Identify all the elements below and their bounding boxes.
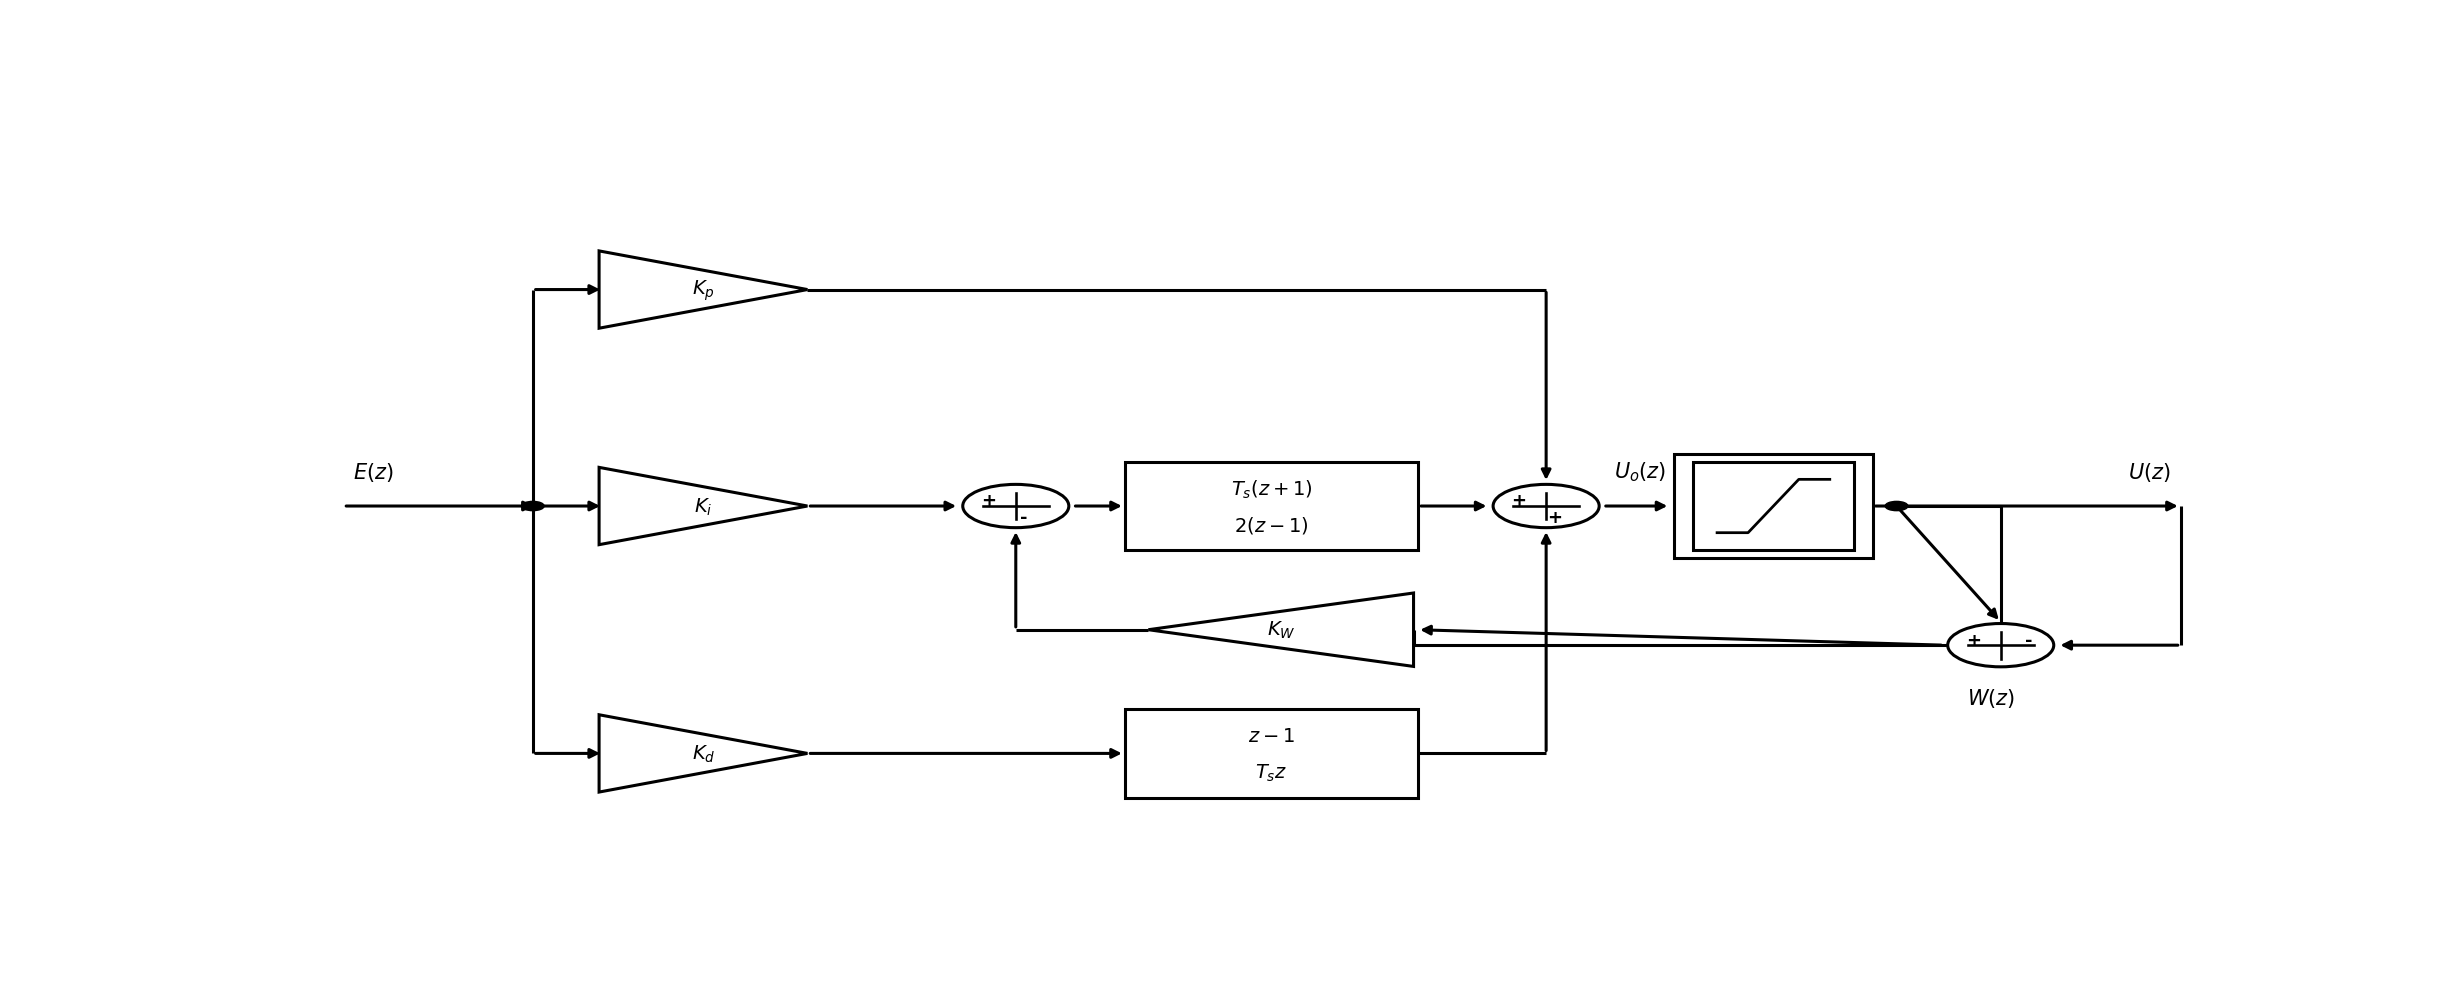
Text: $W(z)$: $W(z)$ xyxy=(1967,686,2016,709)
Text: +: + xyxy=(1965,631,1980,649)
Text: $T_s z$: $T_s z$ xyxy=(1256,761,1288,782)
Text: $E(z)$: $E(z)$ xyxy=(352,460,393,483)
Text: -: - xyxy=(1019,509,1029,527)
Circle shape xyxy=(1948,624,2053,667)
Circle shape xyxy=(963,484,1068,529)
Text: $2(z-1)$: $2(z-1)$ xyxy=(1234,515,1310,536)
Circle shape xyxy=(1884,502,1909,512)
Text: +: + xyxy=(1510,491,1525,510)
Text: +: + xyxy=(1547,509,1562,527)
Text: $K_i$: $K_i$ xyxy=(694,495,714,518)
Bar xyxy=(1674,454,1872,559)
Circle shape xyxy=(1493,484,1598,529)
Bar xyxy=(1124,709,1418,798)
Text: $U_o(z)$: $U_o(z)$ xyxy=(1615,459,1667,483)
Bar xyxy=(1124,462,1418,551)
Text: $K_d$: $K_d$ xyxy=(692,743,716,764)
Text: $U(z)$: $U(z)$ xyxy=(2129,460,2170,483)
Text: $z-1$: $z-1$ xyxy=(1249,727,1295,745)
Text: -: - xyxy=(2024,631,2031,649)
Circle shape xyxy=(521,502,545,512)
Bar xyxy=(1694,462,1855,551)
Text: $T_s(z+1)$: $T_s(z+1)$ xyxy=(1232,478,1312,500)
Text: +: + xyxy=(980,491,995,510)
Text: $K_p$: $K_p$ xyxy=(692,278,714,303)
Text: $K_W$: $K_W$ xyxy=(1266,620,1295,641)
